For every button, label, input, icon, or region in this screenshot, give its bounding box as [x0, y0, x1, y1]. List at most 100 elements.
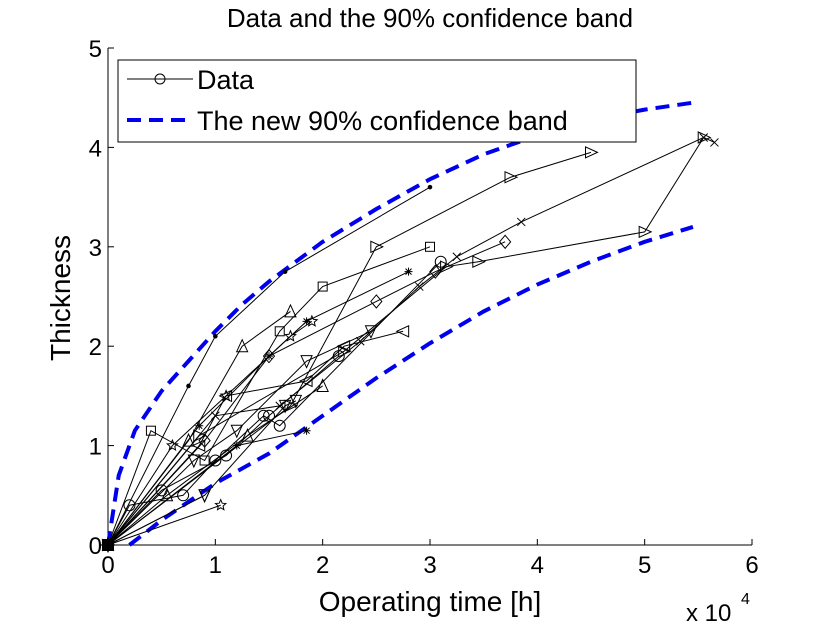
data-point — [232, 441, 241, 450]
data-point — [638, 225, 653, 239]
data-point — [504, 170, 519, 184]
data-point — [498, 234, 512, 250]
series-line — [107, 261, 442, 546]
x-axis-multiplier: x 10 — [686, 600, 731, 624]
data-point — [427, 184, 433, 190]
data-point — [395, 325, 410, 338]
data-point — [282, 269, 288, 274]
series-1 — [105, 184, 433, 548]
data-point — [585, 146, 599, 159]
data-point — [710, 138, 719, 147]
data-point — [404, 267, 413, 276]
data-point — [213, 333, 218, 339]
data-point — [191, 439, 206, 452]
data-point — [302, 426, 311, 435]
data-point — [516, 217, 526, 227]
data-point — [123, 499, 136, 512]
data-point — [198, 489, 211, 504]
data-point — [186, 383, 191, 389]
data-point — [263, 409, 275, 422]
data-point — [165, 438, 179, 452]
data-point — [370, 294, 383, 309]
band-upper-line — [106, 100, 694, 546]
series-5 — [101, 234, 512, 553]
data-point — [300, 355, 313, 369]
legend-data-marker — [154, 73, 166, 85]
data-point — [429, 264, 442, 279]
data-point — [472, 255, 487, 268]
x-tick-label: 0 — [101, 552, 114, 579]
data-point — [155, 484, 168, 497]
series-line — [107, 355, 340, 546]
data-point — [434, 255, 447, 268]
x-tick-label: 2 — [316, 552, 329, 579]
series-10 — [100, 325, 410, 552]
y-tick-label: 5 — [89, 36, 102, 63]
data-point — [193, 429, 207, 442]
data-point — [425, 241, 435, 252]
data-point — [195, 421, 204, 430]
data-point — [262, 348, 276, 364]
data-point — [697, 131, 712, 144]
data-point — [278, 399, 292, 414]
y-axis-label: Thickness — [45, 235, 76, 361]
series-4 — [103, 241, 435, 550]
data-point — [145, 425, 156, 436]
axis-ticks: 0 1 2 3 4 5 6 0 1 2 3 4 5 — [89, 36, 759, 579]
y-tick-label: 0 — [89, 533, 102, 560]
data-point — [370, 240, 385, 254]
data-series — [100, 131, 719, 553]
data-point — [214, 498, 228, 511]
x-multiplier-base: x 10 — [686, 600, 731, 624]
data-point — [273, 419, 286, 432]
data-point — [209, 454, 222, 467]
data-point — [218, 389, 233, 403]
series-18 — [101, 498, 228, 551]
legend: Data The new 90% confidence band — [117, 59, 637, 143]
x-axis-label: Operating time [h] — [319, 586, 542, 617]
series-line — [107, 494, 205, 546]
data-point — [274, 326, 285, 337]
x-tick-label: 4 — [531, 552, 544, 579]
data-point — [235, 338, 249, 353]
legend-band-label: The new 90% confidence band — [197, 106, 568, 136]
data-point — [316, 378, 329, 392]
data-point — [284, 303, 297, 318]
legend-box — [117, 59, 637, 143]
y-tick-label: 3 — [89, 235, 102, 262]
data-point — [355, 336, 365, 346]
y-tick-label: 4 — [89, 135, 102, 162]
chart-title: Data and the 90% confidence band — [227, 3, 633, 33]
data-point — [414, 282, 424, 291]
x-tick-label: 6 — [745, 552, 758, 579]
series-6 — [103, 133, 719, 550]
data-point — [440, 260, 454, 273]
series-line — [107, 246, 431, 546]
data-point — [317, 281, 328, 292]
data-point — [101, 538, 115, 551]
data-point — [289, 394, 303, 409]
data-point — [305, 314, 319, 327]
data-point — [364, 325, 378, 339]
data-point — [182, 432, 195, 447]
data-point — [199, 455, 210, 466]
data-point — [283, 329, 297, 342]
x-multiplier-exponent: 4 — [741, 591, 750, 608]
series-line — [107, 311, 291, 546]
data-point — [230, 424, 244, 439]
x-tick-label: 1 — [209, 552, 222, 579]
y-tick-label: 1 — [89, 434, 102, 461]
data-point — [332, 350, 345, 363]
series-14 — [102, 350, 345, 551]
series-line — [107, 504, 221, 546]
series-line — [107, 271, 409, 546]
data-point — [699, 133, 709, 142]
y-tick-label: 2 — [89, 334, 102, 361]
data-point — [187, 454, 201, 469]
series-line — [107, 137, 705, 546]
x-tick-label: 3 — [423, 552, 436, 579]
data-point — [177, 489, 190, 502]
series-line — [107, 330, 404, 546]
data-point — [241, 427, 254, 442]
